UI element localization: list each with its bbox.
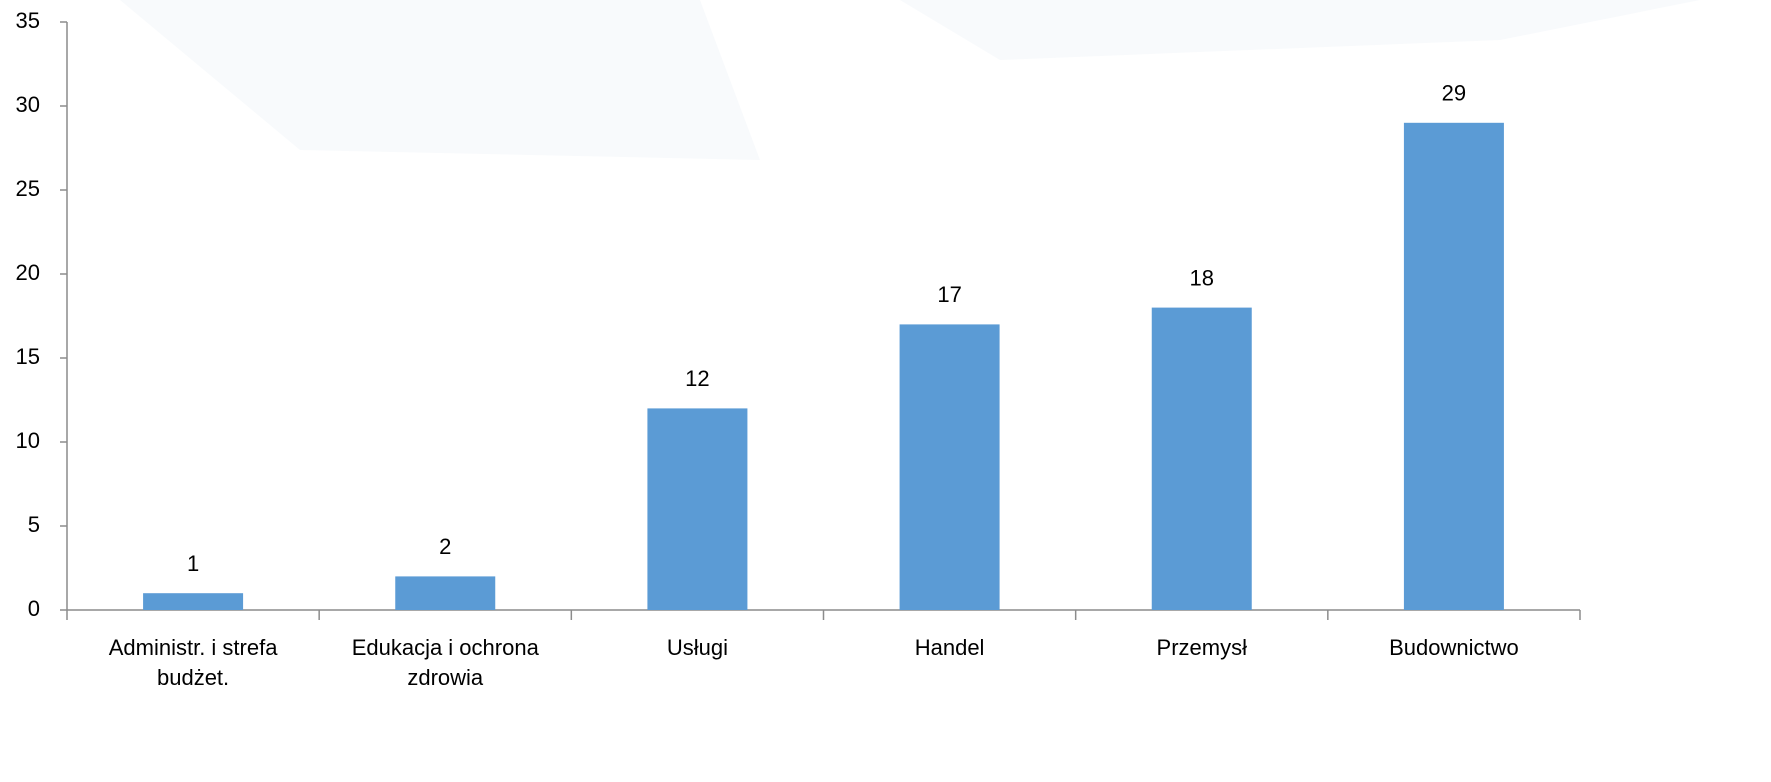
- bar: [899, 324, 1000, 610]
- y-tick-label: 15: [16, 344, 40, 369]
- y-tick-label: 35: [16, 8, 40, 33]
- y-tick-label: 5: [28, 512, 40, 537]
- bar: [395, 576, 496, 610]
- y-tick-label: 30: [16, 92, 40, 117]
- data-label: 2: [439, 534, 451, 559]
- y-tick-label: 0: [28, 596, 40, 621]
- y-tick-label: 10: [16, 428, 40, 453]
- x-tick-label: Przemysł: [1156, 635, 1247, 660]
- data-label: 29: [1442, 81, 1466, 106]
- x-tick-label: Handel: [914, 635, 985, 660]
- x-tick-label: Edukacja i ochrona zdrowia: [351, 635, 539, 690]
- bar: [1151, 307, 1252, 610]
- bar: [143, 593, 244, 610]
- x-tick-label: Usługi: [666, 635, 728, 660]
- bar: [1403, 122, 1504, 611]
- x-tick-label: Budownictwo: [1389, 635, 1519, 660]
- background-shape: [900, 0, 1700, 60]
- data-label: 18: [1190, 265, 1214, 290]
- x-tick-label: Administr. i strefa budżet.: [108, 635, 278, 690]
- y-tick-label: 20: [16, 260, 40, 285]
- data-label: 17: [937, 282, 961, 307]
- bar: [647, 408, 748, 610]
- y-tick-label: 25: [16, 176, 40, 201]
- data-label: 1: [187, 551, 199, 576]
- background-shape: [120, 0, 760, 160]
- data-label: 12: [685, 366, 709, 391]
